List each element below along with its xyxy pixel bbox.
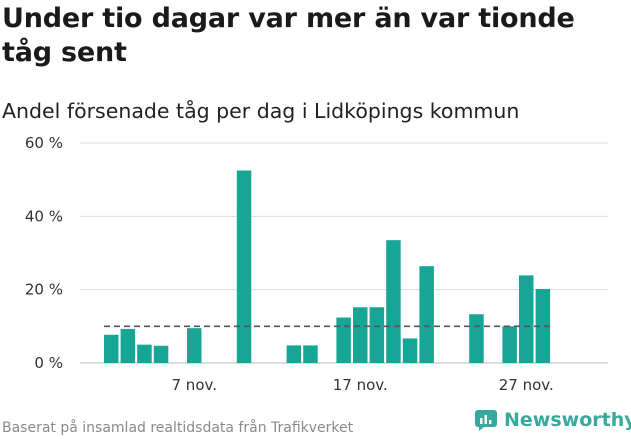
newsworthy-logo-icon [475, 410, 497, 431]
y-tick-label: 0 % [34, 354, 63, 372]
bar [386, 240, 401, 363]
bar [336, 317, 351, 363]
bar [369, 307, 385, 363]
bar [419, 266, 434, 363]
y-tick-label: 20 % [25, 281, 63, 299]
bar [402, 338, 418, 363]
brand-name: Newsworthy [504, 409, 631, 431]
bar [153, 345, 169, 363]
bar [137, 344, 152, 363]
x-tick-label: 7 nov. [172, 376, 217, 394]
bar [469, 314, 484, 363]
bar [120, 328, 136, 363]
bar [286, 345, 302, 363]
bar [187, 328, 202, 363]
source-note: Baserat på insamlad realtidsdata från Tr… [2, 420, 354, 436]
bar [519, 275, 534, 363]
bar [353, 307, 368, 363]
bar [104, 334, 119, 363]
y-axis-tick-labels: 0 % 20 % 40 % 60 % [25, 134, 63, 372]
newsworthy-logo: Newsworthy [474, 409, 631, 431]
bar [236, 170, 252, 363]
y-tick-label: 60 % [25, 134, 63, 152]
y-tick-label: 40 % [25, 207, 63, 225]
bar [502, 326, 517, 363]
bars [104, 170, 551, 363]
x-tick-label: 27 nov. [499, 376, 554, 394]
x-tick-label: 17 nov. [333, 376, 388, 394]
bar [535, 288, 551, 363]
x-axis-tick-labels: 7 nov. 17 nov. 27 nov. [172, 376, 554, 394]
chart-title: Under tio dagar var mer än var tionde tå… [2, 3, 575, 68]
chart-subtitle: Andel försenade tåg per dag i Lidköpings… [2, 99, 520, 123]
bar [303, 345, 318, 363]
